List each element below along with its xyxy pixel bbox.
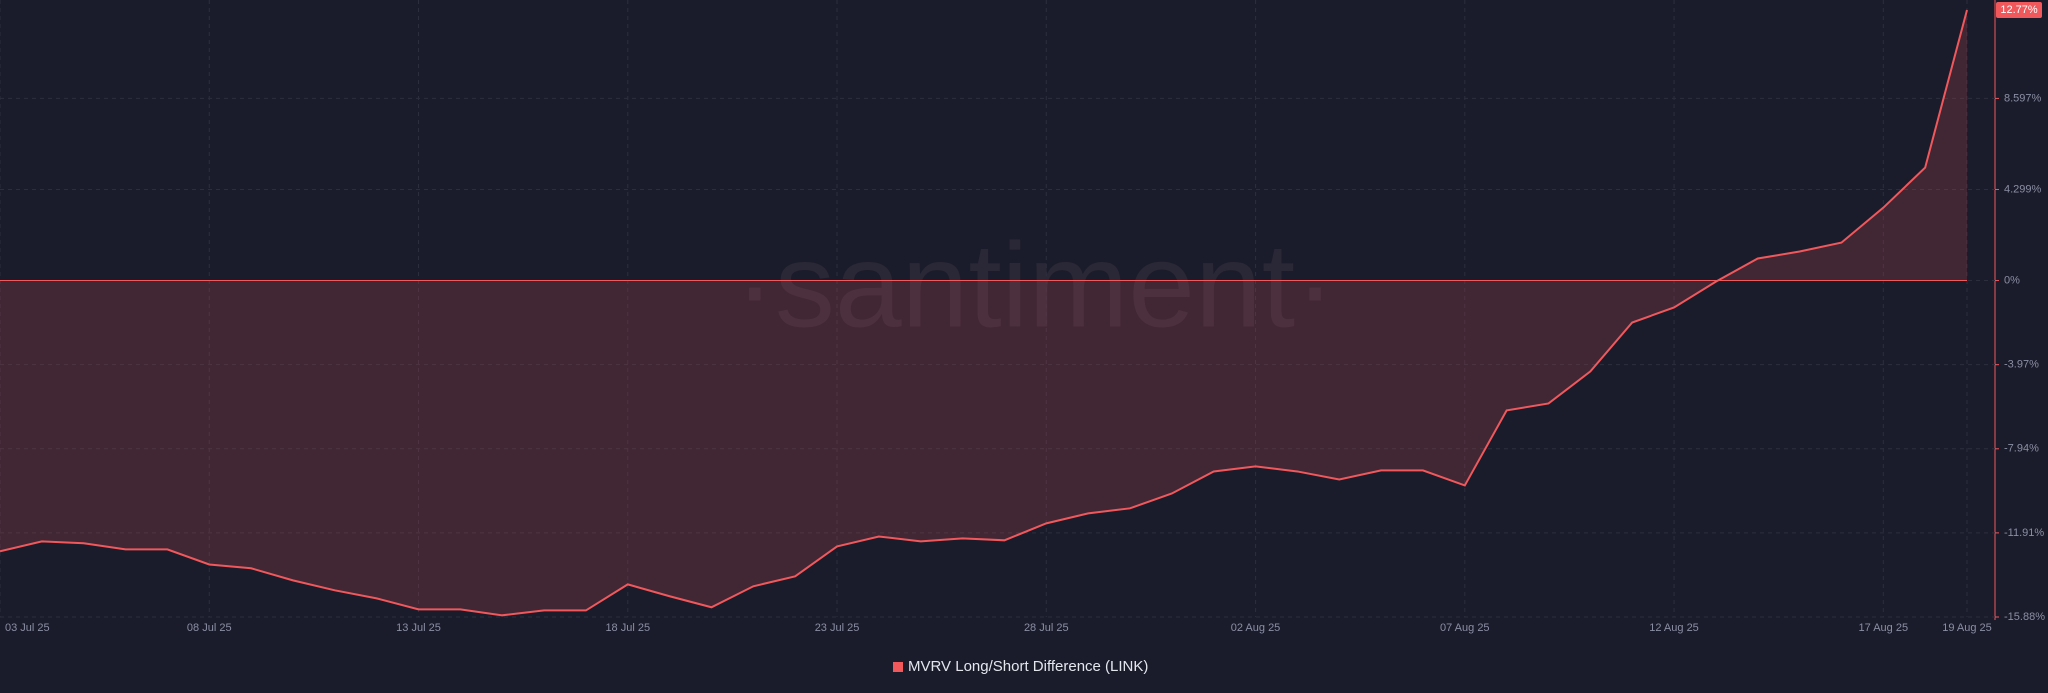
y-tick-label: -7.94% [2004,443,2039,455]
y-tick-label: 0% [2004,274,2020,286]
x-tick-label: 17 Aug 25 [1859,622,1909,634]
x-tick-label: 13 Jul 25 [396,622,441,634]
legend-label: MVRV Long/Short Difference (LINK) [908,658,1148,675]
x-tick-label: 08 Jul 25 [187,622,232,634]
value-label: 12.77% [2000,4,2038,16]
x-tick-label: 28 Jul 25 [1024,622,1069,634]
watermark: ·santiment· [735,219,1335,353]
legend-swatch [893,662,903,672]
y-tick-label: -15.88% [2004,611,2045,623]
x-tick-label: 19 Aug 25 [1942,622,1992,634]
x-tick-label: 02 Aug 25 [1231,622,1281,634]
y-tick-label: 8.597% [2004,92,2042,104]
y-tick-label: 4.299% [2004,183,2042,195]
x-tick-label: 07 Aug 25 [1440,622,1490,634]
y-tick-label: -3.97% [2004,359,2039,371]
value-badge [1996,2,2042,18]
y-tick-label: -11.91% [2004,527,2044,539]
x-tick-label: 12 Aug 25 [1649,622,1699,634]
x-tick-label: 18 Jul 25 [605,622,650,634]
x-tick-label: 23 Jul 25 [815,622,860,634]
x-tick-label: 03 Jul 25 [5,622,50,634]
area [0,10,1967,616]
legend: MVRV Long/Short Difference (LINK) [893,658,1148,675]
line [0,9,1968,617]
